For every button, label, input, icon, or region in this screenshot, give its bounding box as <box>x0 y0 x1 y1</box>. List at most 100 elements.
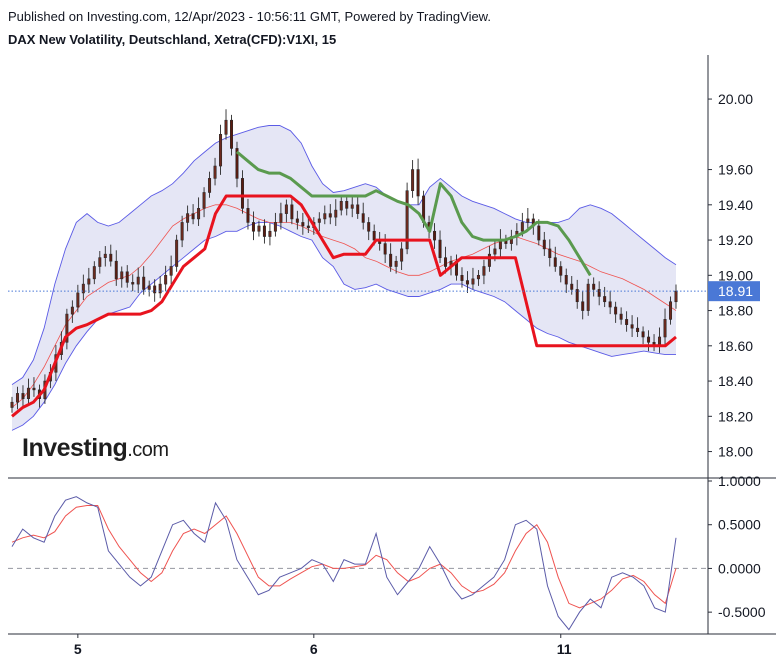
candle-body <box>317 218 321 223</box>
candle-body <box>306 225 310 229</box>
candle-body <box>400 248 404 262</box>
candle-body <box>219 134 223 167</box>
candle-body <box>339 200 343 211</box>
candle-body <box>334 209 338 218</box>
candle-body <box>614 306 618 315</box>
candle-body <box>663 319 667 338</box>
candle-body <box>251 222 255 232</box>
candle-body <box>636 327 640 333</box>
osc-y-tick-label: 0.5000 <box>718 517 761 533</box>
candle-body <box>65 313 69 343</box>
candle-body <box>26 387 30 399</box>
candle-body <box>164 275 168 285</box>
candle-body <box>548 248 552 258</box>
stop-line-red <box>11 194 677 418</box>
candle-body <box>625 319 629 325</box>
candle-body <box>235 148 239 179</box>
candle-body <box>120 271 124 280</box>
candle-body <box>372 230 376 241</box>
candle-body <box>597 289 601 297</box>
candle-body <box>262 225 266 237</box>
candle-body <box>213 165 217 179</box>
published-note: Published on Investing.com, 12/Apr/2023 … <box>8 9 491 24</box>
candle-body <box>394 260 398 267</box>
candle-body <box>345 200 349 209</box>
stop-lines <box>11 150 677 418</box>
candle-body <box>224 119 228 135</box>
candle-body <box>603 296 607 303</box>
y-tick-label: 19.00 <box>718 267 753 283</box>
y-tick-label: 18.80 <box>718 303 753 319</box>
candle-body <box>356 204 360 214</box>
candle-body <box>92 266 96 280</box>
candle-body <box>268 230 272 237</box>
bollinger-fill <box>12 125 676 431</box>
candle-body <box>389 253 393 267</box>
candle-body <box>433 230 437 241</box>
candle-body <box>482 266 486 276</box>
candle-body <box>416 169 420 197</box>
candle-body <box>361 213 365 223</box>
candle-body <box>542 239 546 250</box>
y-tick-label: 20.00 <box>718 91 753 107</box>
candle-body <box>175 239 179 267</box>
logo-suffix: .com <box>127 439 169 461</box>
candle-body <box>476 275 480 280</box>
last-price-tag-box <box>708 281 760 302</box>
candle-body <box>142 276 146 290</box>
candle-body <box>328 213 332 218</box>
candle-body <box>158 283 162 294</box>
candle-body <box>350 204 354 209</box>
candle-body <box>570 283 574 290</box>
candle-body <box>674 290 678 303</box>
candle-body <box>630 324 634 329</box>
candle-body <box>197 208 201 220</box>
x-tick-label: 5 <box>74 641 82 657</box>
candle-body <box>493 248 497 255</box>
logo-brand: Investing <box>22 434 128 462</box>
candle-body <box>608 301 612 308</box>
candle-body <box>647 336 651 343</box>
candle-body <box>279 213 283 223</box>
candle-body <box>284 204 288 214</box>
candle-body <box>537 225 541 241</box>
candle-body <box>619 313 623 320</box>
candle-body <box>471 278 475 285</box>
candle-body <box>559 266 563 276</box>
y-tick-label: 19.20 <box>718 232 753 248</box>
candle-body <box>70 306 74 315</box>
candle-body <box>323 213 327 220</box>
candle-body <box>405 190 409 250</box>
oscillator-fast-line <box>11 496 677 631</box>
candle-body <box>32 387 36 391</box>
chart-symbol-title: DAX New Volatility, Deutschland, Xetra(C… <box>8 32 337 47</box>
candle-body <box>526 218 530 223</box>
candle-body <box>290 204 294 220</box>
osc-y-tick-label: -0.5000 <box>718 604 766 620</box>
oscillator-slow-line <box>11 505 677 609</box>
last-price-tag[interactable]: 18.91 <box>708 281 760 302</box>
candle-body <box>103 253 107 258</box>
y-tick-label: 19.40 <box>718 197 753 213</box>
candle-body <box>98 257 102 267</box>
bollinger-upper-line <box>11 125 677 385</box>
candle-body <box>21 393 25 399</box>
y-tick-label: 19.60 <box>718 162 753 178</box>
candle-body <box>553 257 557 267</box>
candle-body <box>202 192 206 209</box>
candle-body <box>520 222 524 232</box>
candle-body <box>669 301 673 320</box>
candle-body <box>230 119 234 149</box>
candle-body <box>564 275 568 285</box>
candle-body <box>81 283 85 294</box>
candle-body <box>438 239 442 258</box>
candle-body <box>125 271 129 283</box>
investing-logo: Investing.com <box>22 434 169 463</box>
candle-body <box>295 218 299 223</box>
candle-body <box>147 285 151 290</box>
stop-line-green <box>235 150 592 277</box>
candle-body <box>15 393 19 403</box>
bollinger-bands <box>11 125 677 431</box>
candle-body <box>641 331 645 338</box>
